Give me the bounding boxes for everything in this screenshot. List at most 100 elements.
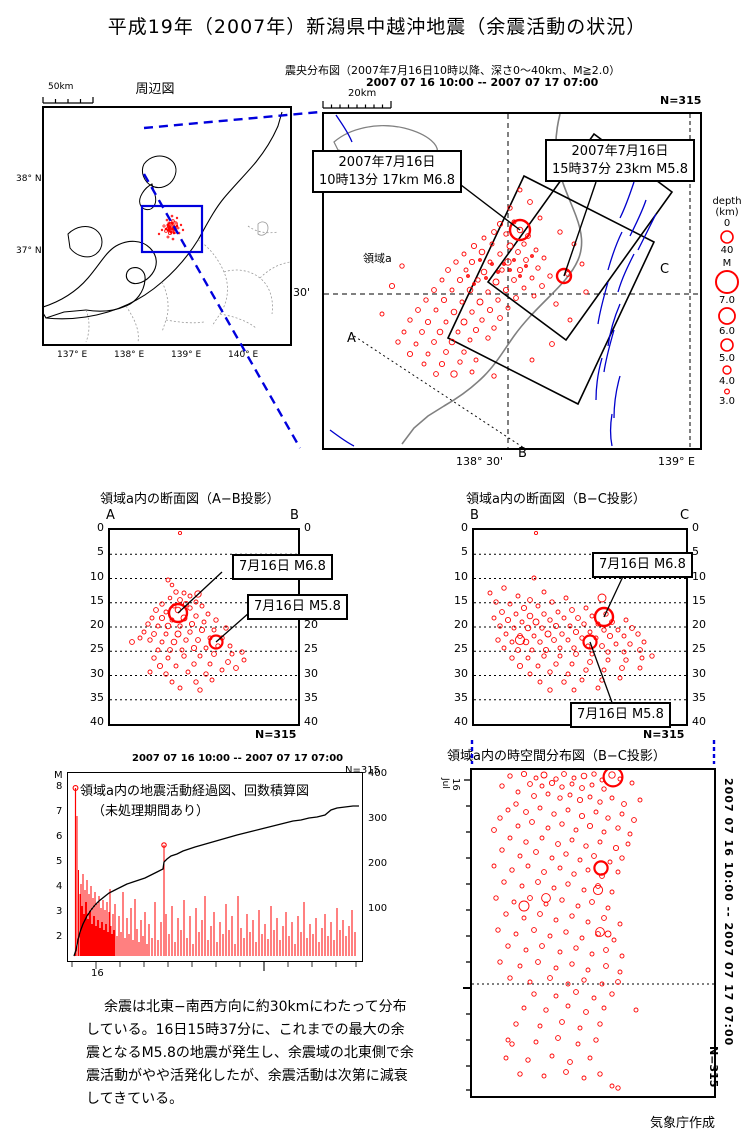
aftershock-callout: 2007年7月16日 15時37分 23km M5.8 (545, 139, 695, 183)
cross-bc-mainshock-marker (593, 606, 615, 628)
cross-ab-mainshock-marker (167, 602, 189, 624)
cross-ab-tick-40: 40 (90, 715, 104, 728)
spacetime-right-label: 2007 07 16 10:00 -- 2007 07 17 07:00 (722, 778, 735, 1047)
spacetime-month-label: Jul (440, 778, 450, 789)
cross-bc-tick-40: 40 (454, 715, 468, 728)
spacetime-count: N=315 (707, 1046, 720, 1088)
mt-plot-canvas (72, 784, 359, 956)
mt-plot-frame (67, 772, 363, 962)
mt-cum-tick-400: 400 (368, 768, 388, 779)
regional-lat-tick-37n: 37° N (16, 246, 42, 256)
cross-ab-tick-35: 35 (90, 690, 104, 704)
cross-bc-tick-35: 35 (454, 690, 468, 704)
spacetime-frame (470, 768, 716, 1098)
spacetime-y-axis-ticks (463, 779, 472, 1091)
cross-bc-tick-30: 30 (454, 666, 468, 680)
cross-ab-depth-axis-right: 0 5 10 15 20 25 30 35 40 (304, 521, 328, 728)
legend-mag-40: 4.0 (719, 376, 735, 387)
epicenter-heading: 震央分布図（2007年7月16日10時以降、深さ0〜40km、M≧2.0） (285, 64, 621, 77)
epicenter-count: N=315 (660, 94, 702, 107)
legend-depth-title: depth (712, 196, 742, 207)
map-legend: depth (km) 0 40 M 7.0 6.0 5.0 4.0 3.0 (700, 196, 754, 446)
epicenter-region-label: 領域a (363, 252, 392, 265)
cross-ab-tick-20: 20 (90, 618, 104, 631)
epicenter-scalebar-label: 20km (348, 88, 377, 99)
legend-depth-circle-icon (720, 230, 734, 244)
regional-lon-tick-139e: 139° E (171, 350, 202, 360)
legend-mag-circle-30-icon (724, 388, 731, 395)
regional-scalebar-icon (42, 97, 94, 104)
cross-ab-callout-m58: 7月16日 M5.8 (247, 594, 348, 620)
cross-bc-rtick-40: 40 (692, 715, 706, 728)
epicenter-scalebar-icon (322, 101, 392, 109)
cross-bc-tick-0: 0 (461, 521, 468, 534)
legend-depth-max: 40 (720, 245, 734, 256)
legend-depth-unit: (km) (715, 207, 739, 218)
spacetime-heading: 領域a内の時空間分布図（B−C投影） (447, 749, 666, 764)
cross-ab-left-label: A (106, 508, 115, 523)
regional-scalebar-label: 50km (48, 82, 74, 92)
legend-mag-50: 5.0 (719, 353, 735, 364)
cross-bc-rtick-25: 25 (692, 642, 706, 656)
epicenter-lon-left: 138° 30' (456, 455, 504, 468)
page-title: 平成19年（2007年）新潟県中越沖地震（余震活動の状況） (107, 16, 647, 38)
description-line-5: してきている。 (86, 1091, 184, 1108)
footer-attribution: 気象庁作成 (650, 1116, 716, 1131)
aftershock-marker (555, 267, 573, 285)
cross-bc-rtick-0: 0 (692, 521, 699, 534)
cross-ab-tick-5: 5 (97, 545, 104, 559)
cross-bc-aftershock-marker (582, 634, 598, 650)
description-line-3: 震となるM5.8の地震が発生し、余震域の北東側で余 (86, 1045, 414, 1062)
spacetime-y-tick-label: 16 (450, 778, 461, 791)
cross-ab-rtick-35: 35 (304, 690, 318, 704)
cross-ab-tick-25: 25 (90, 642, 104, 656)
cross-ab-depth-axis-left: 0 5 10 15 20 25 30 35 40 (76, 521, 104, 728)
cross-bc-tick-15: 15 (454, 593, 468, 607)
legend-mag-circle-40-icon (722, 365, 732, 375)
cross-ab-tick-10: 10 (90, 569, 104, 583)
cross-bc-rtick-30: 30 (692, 666, 706, 680)
legend-mag-70: 7.0 (719, 295, 735, 306)
epicenter-map-canvas (324, 114, 700, 448)
epicenter-lat-label: 30' (293, 286, 311, 299)
cross-bc-rtick-35: 35 (692, 690, 706, 704)
mt-plot-title: 領域a内の地震活動経過図、回数積算図 （未処理期間あり） (80, 782, 309, 821)
mt-x-axis-ticks (71, 962, 357, 971)
mt-tick-m2: 2 (56, 931, 63, 942)
cross-bc-left-label: B (470, 508, 479, 523)
regional-map-canvas (42, 111, 291, 343)
spacetime-top-markers (470, 740, 716, 764)
cross-ab-rtick-0: 0 (304, 521, 311, 534)
description-text: 余震は北東−南西方向に約30kmにわたって分布 している。16日15時37分に、… (86, 996, 414, 1111)
mt-tick-m6: 6 (56, 831, 63, 842)
mt-plot-title-line2: （未処理期間あり） (92, 803, 210, 819)
cross-ab-tick-15: 15 (90, 593, 104, 607)
description-line-1: 余震は北東−南西方向に約30kmにわたって分布 (104, 999, 407, 1015)
cross-ab-rtick-40: 40 (304, 715, 318, 728)
spacetime-canvas (472, 770, 714, 1091)
cross-bc-heading: 領域a内の断面図（B−C投影） (466, 492, 646, 507)
mt-axis-label-m: M (54, 770, 63, 781)
cross-ab-tick-30: 30 (90, 666, 104, 680)
mt-cum-tick-100: 100 (368, 903, 388, 914)
cross-bc-count: N=315 (643, 728, 685, 741)
mt-x-tick-label: 16 (91, 968, 104, 979)
cross-bc-tick-25: 25 (454, 642, 468, 656)
cross-ab-callout-m68: 7月16日 M6.8 (232, 554, 333, 580)
cross-bc-tick-20: 20 (454, 618, 468, 631)
cross-ab-rtick-25: 25 (304, 642, 318, 656)
mainshock-marker (508, 218, 532, 242)
regional-map-heading: 周辺図 (135, 82, 175, 97)
cross-bc-tick-5: 5 (461, 545, 468, 559)
legend-mag-60: 6.0 (719, 326, 735, 337)
legend-mag-circle-50-icon (720, 338, 734, 352)
cross-ab-tick-0: 0 (97, 521, 104, 534)
cross-bc-callout-m58: 7月16日 M5.8 (570, 702, 671, 728)
cross-bc-rtick-20: 20 (692, 618, 706, 631)
legend-mag-30: 3.0 (719, 396, 735, 407)
cross-ab-rtick-30: 30 (304, 666, 318, 680)
regional-lon-tick-140e: 140° E (228, 350, 259, 360)
legend-mag-title: M (722, 258, 732, 269)
epicenter-corner-a: A (347, 331, 356, 346)
cross-ab-rtick-20: 20 (304, 618, 318, 631)
